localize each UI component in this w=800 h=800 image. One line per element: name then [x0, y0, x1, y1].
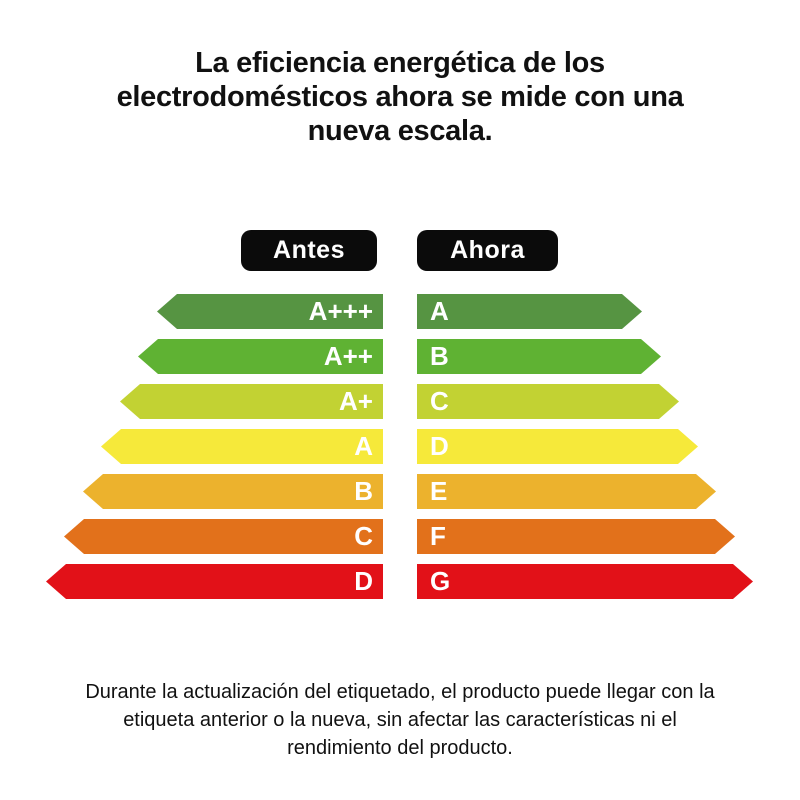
rating-row: C F — [0, 519, 800, 554]
old-rating-arrow: D — [46, 564, 383, 599]
title-line-1: La eficiencia energética de los — [195, 47, 605, 79]
old-rating-label: A — [354, 431, 373, 461]
rating-row: A D — [0, 429, 800, 464]
page-title: La eficiencia energética de los electrod… — [0, 46, 800, 148]
old-rating-label: C — [354, 521, 373, 551]
old-rating-label: D — [354, 566, 373, 596]
new-rating-arrow: B — [417, 339, 661, 374]
footer-line-2: etiqueta anterior o la nueva, sin afecta… — [123, 709, 677, 731]
rating-comparison-chart: A+++ A A++ B A+ C A — [0, 294, 800, 609]
old-rating-label: A+++ — [308, 296, 373, 326]
old-rating-arrow: A+++ — [157, 294, 383, 329]
new-rating-arrow: C — [417, 384, 679, 419]
new-rating-arrow: F — [417, 519, 735, 554]
new-rating-label: A — [430, 296, 449, 326]
before-badge: Antes — [241, 230, 377, 271]
footer-line-1: Durante la actualización del etiquetado,… — [85, 681, 715, 703]
new-rating-label: G — [430, 566, 451, 596]
old-rating-arrow: A++ — [138, 339, 383, 374]
rating-row: A++ B — [0, 339, 800, 374]
old-rating-arrow: A — [101, 429, 383, 464]
old-rating-label: A++ — [323, 341, 373, 371]
title-line-3: nueva escala. — [307, 115, 493, 147]
rating-row: B E — [0, 474, 800, 509]
old-rating-arrow: A+ — [120, 384, 383, 419]
rating-row: A+ C — [0, 384, 800, 419]
legend: Antes Ahora — [0, 230, 800, 271]
new-rating-label: D — [430, 431, 449, 461]
footer-line-3: rendimiento del producto. — [287, 737, 513, 759]
new-rating-label: E — [430, 476, 448, 506]
new-rating-label: B — [430, 341, 449, 371]
old-rating-label: A+ — [339, 386, 373, 416]
old-rating-arrow: C — [64, 519, 383, 554]
title-line-2: electrodomésticos ahora se mide con una — [116, 81, 684, 113]
footer-note: Durante la actualización del etiquetado,… — [0, 678, 800, 762]
old-rating-label: B — [354, 476, 373, 506]
after-badge: Ahora — [417, 230, 558, 271]
rating-row: A+++ A — [0, 294, 800, 329]
new-rating-arrow: G — [417, 564, 753, 599]
old-rating-arrow: B — [83, 474, 383, 509]
rating-row: D G — [0, 564, 800, 599]
new-rating-arrow: A — [417, 294, 642, 329]
new-rating-label: C — [430, 386, 449, 416]
new-rating-label: F — [430, 521, 446, 551]
new-rating-arrow: D — [417, 429, 698, 464]
new-rating-arrow: E — [417, 474, 716, 509]
